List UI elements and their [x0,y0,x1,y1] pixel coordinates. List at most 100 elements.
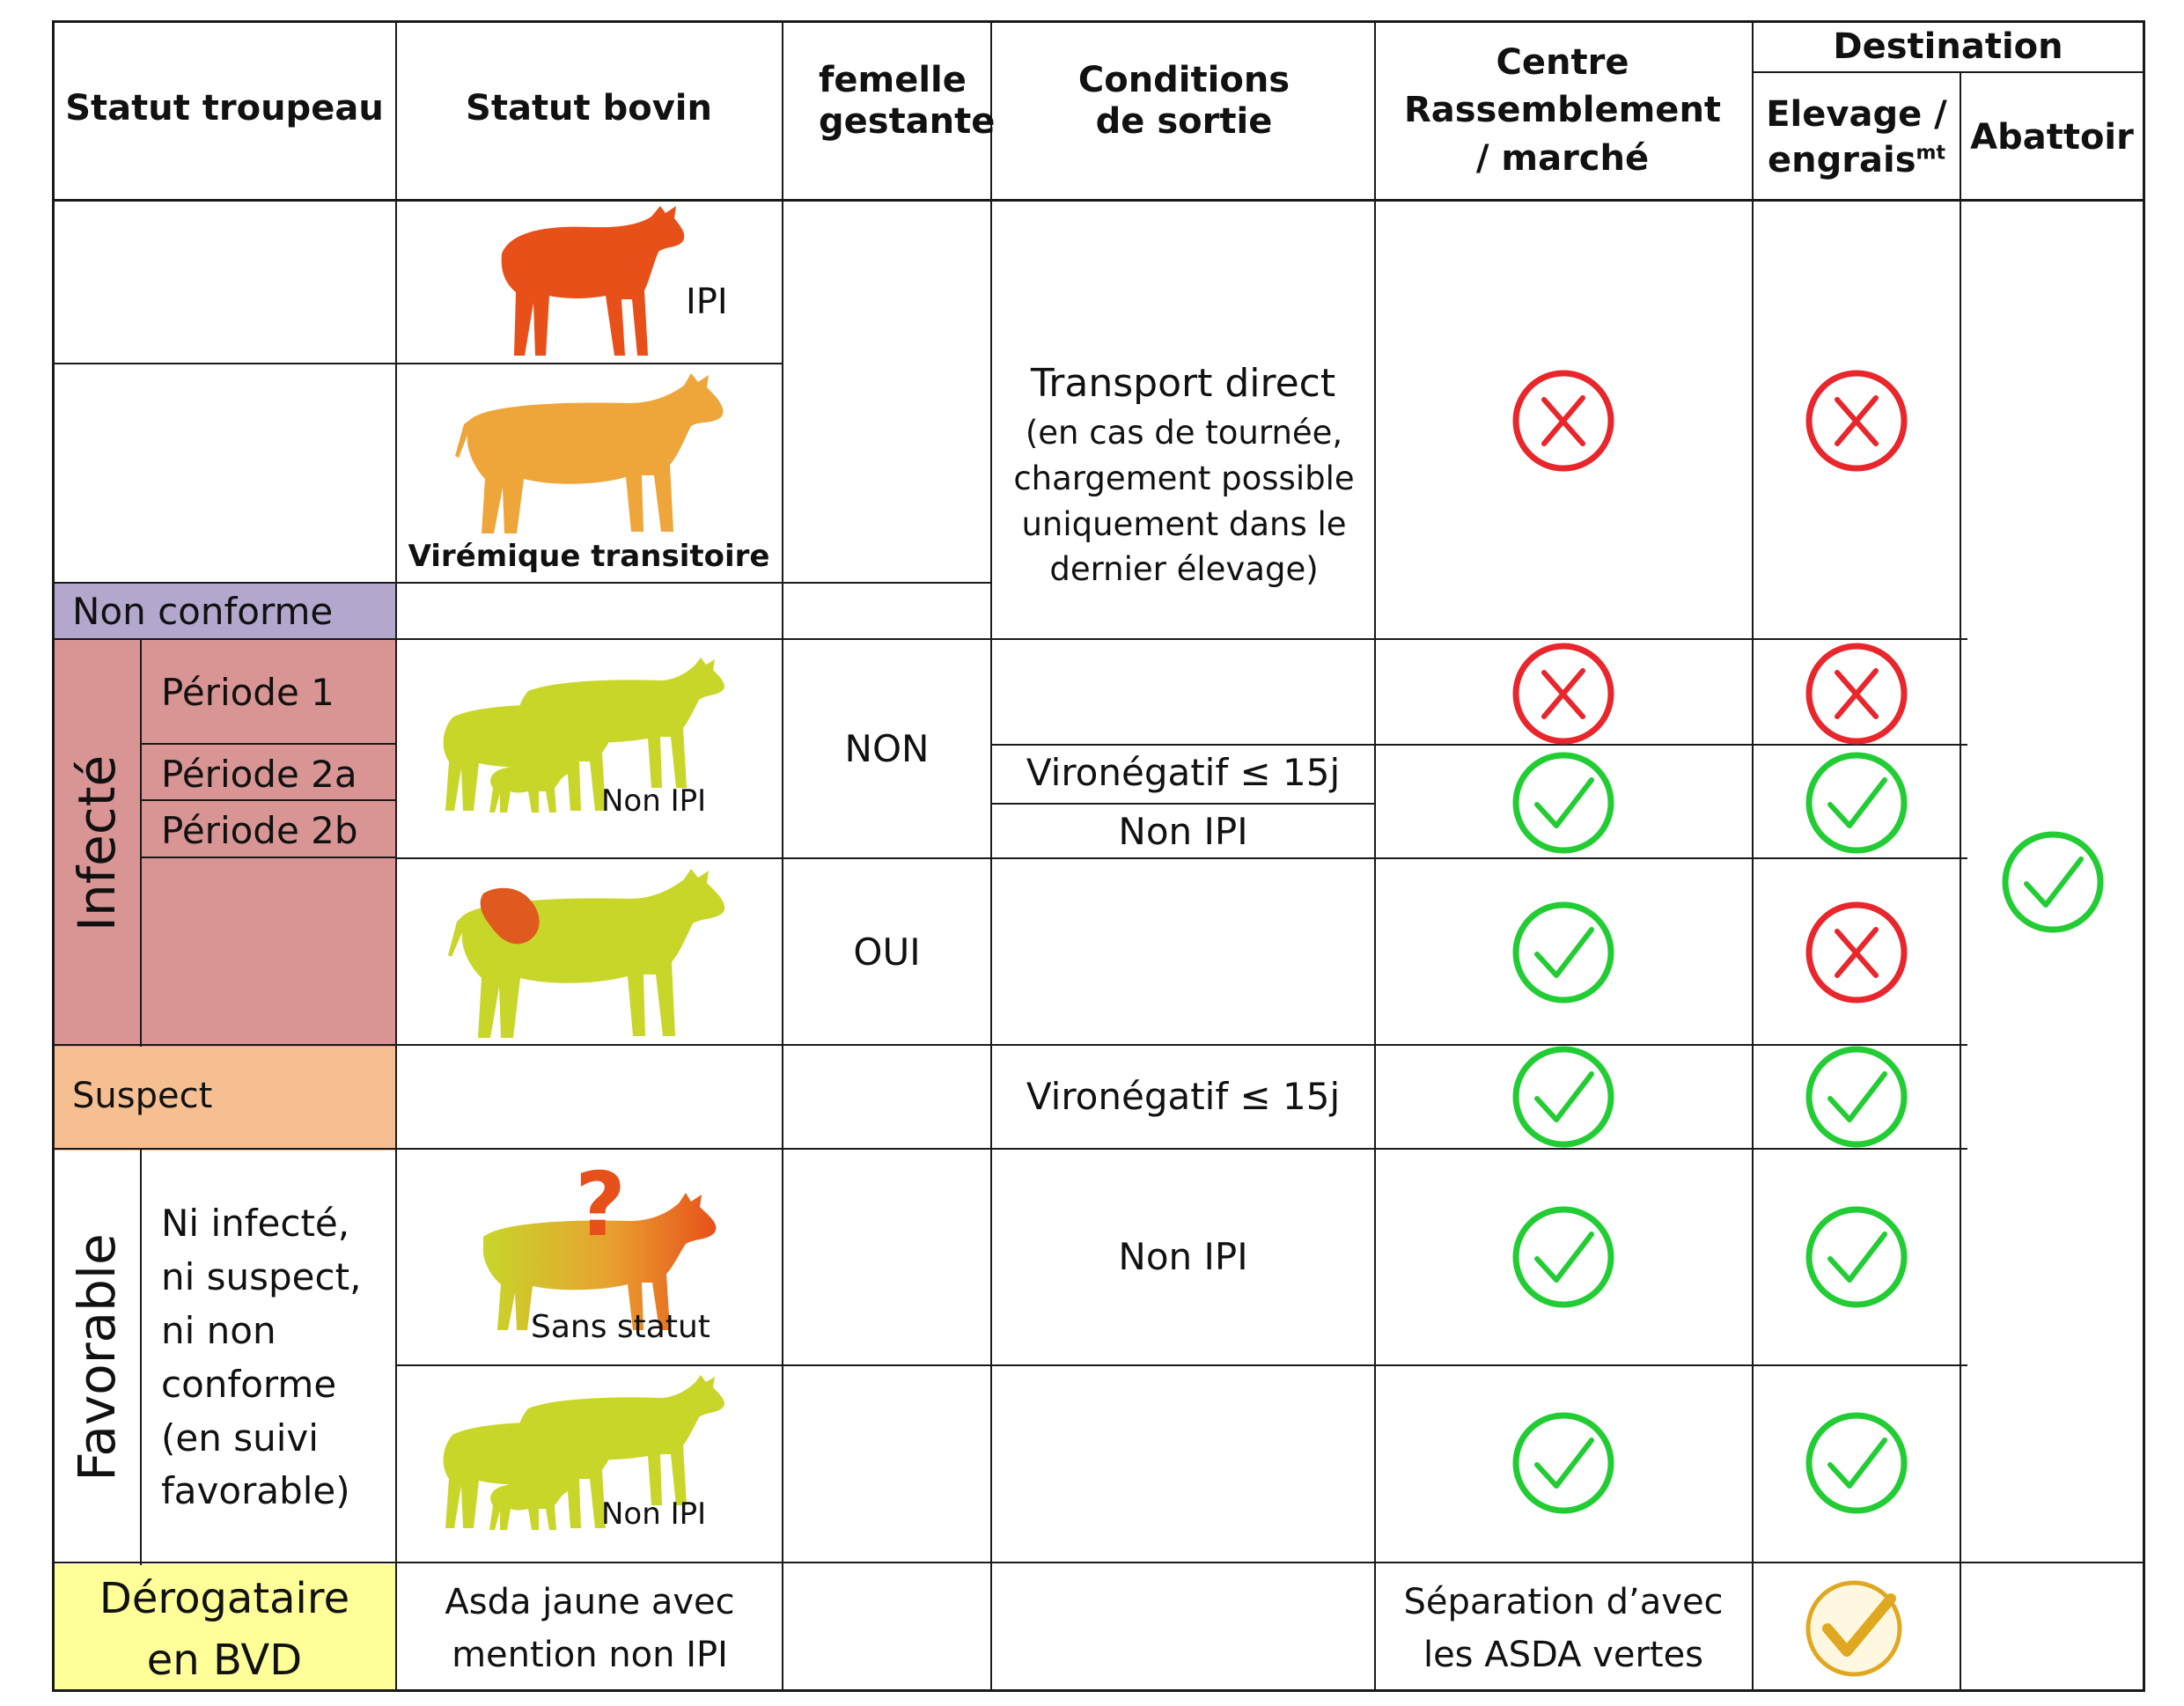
header-centre-rassemblement: Centre Rassemblement / marché [1403,42,1722,179]
bovin-viremique-label: Virémique transitoire [408,539,770,574]
gold-check-icon [1805,1580,1902,1677]
verdict-periode2-elevage [1805,752,1908,854]
grid-line [1960,72,1961,1691]
conditions-vironegatif-infecte: Vironégatif ≤ 15j [1026,751,1341,794]
header-abattoir: Abattoir [1970,117,2134,158]
troupeau-infecte: Infecté [66,754,127,932]
bovin-non-ipi-infecte-label: Non IPI [601,783,707,819]
verdict-ipi-viremique-elevage [1805,370,1908,472]
centre-separation: Séparation d’avec les ASDA vertes [1403,1582,1724,1675]
check-circle-icon [2002,831,2104,933]
header-elevage-sup: mt [1916,142,1945,165]
cow-herd-icon [443,658,724,813]
bovin-sans-statut-label: Sans statut [531,1309,710,1345]
verdict-suspect-centre [1512,1046,1614,1148]
grid-line [2143,21,2145,1691]
bovin-non-ipi-favorable-label: Non IPI [601,1496,707,1532]
check-circle-icon [1512,1412,1614,1514]
svg-text:?: ? [575,1166,626,1256]
question-cow-icon: ? [482,1166,717,1330]
check-circle-icon [1805,1206,1908,1308]
troupeau-suspect: Suspect [72,1076,213,1116]
header-statut-troupeau: Statut troupeau [65,88,384,129]
verdict-favorable-nonipi-elevage [1805,1412,1908,1514]
grid-line [395,857,1967,859]
troupeau-non-conforme: Non conforme [72,590,334,633]
conditions-non-ipi-favorable: Non IPI [1118,1235,1248,1278]
grid-line [52,1044,1967,1046]
suspect-cell [53,1047,396,1151]
troupeau-favorable-detail: Ni infecté, ni suspect, ni non conforme … [161,1202,362,1513]
grid-line [52,21,55,1691]
check-circle-icon [1512,901,1614,1004]
grid-line [140,1150,142,1565]
header-conditions-sortie: Conditions de sortie [1077,60,1291,143]
bovin-ipi-label: IPI [686,282,728,322]
grid-line [395,1364,1967,1366]
check-circle-icon [1805,1412,1908,1514]
pregnant-cow-icon [448,869,725,1038]
cow-herd-icon [443,1375,724,1530]
grid-line [140,743,396,745]
non-conforme-cell [53,584,396,640]
grid-line [52,199,2145,202]
verdict-favorable-nonipi-centre [1512,1412,1614,1514]
infecte-cell [53,640,396,1047]
verdict-periode2-centre [1512,752,1614,854]
verdict-derogataire-elevage [1805,1580,1902,1677]
conditions-transport-direct: Transport direct [1030,361,1336,406]
troupeau-periode-1: Période 1 [161,671,335,714]
grid-line [991,803,1375,805]
grid-line [1374,21,1376,1691]
cross-circle-icon [1805,901,1908,1004]
derogataire-cell [53,1564,396,1690]
grid-line [52,363,783,364]
grid-line [1752,21,1754,1691]
bovin-asda-jaune: Asda jaune avec mention non IPI [445,1582,735,1675]
troupeau-periode-2b: Période 2b [161,809,358,852]
troupeau-derogataire: Dérogataire en BVD [99,1574,350,1685]
grid-line [52,582,992,584]
cross-circle-icon [1805,643,1908,745]
grid-line [991,744,1967,746]
conditions-transport-note: (en cas de tournée, chargement possible … [1013,414,1355,589]
verdict-ipi-viremique-centre [1512,370,1614,472]
header-destination: Destination [1833,26,2063,67]
cross-circle-icon [1512,370,1614,472]
grid-line [52,20,2145,23]
verdict-periode1-elevage [1805,643,1908,745]
verdict-gestante-centre [1512,901,1614,1004]
verdict-sans-statut-elevage [1805,1206,1908,1308]
gestante-oui: OUI [853,930,921,974]
grid-line [782,21,783,1691]
grid-line [52,1689,2145,1692]
conditions-vironegatif-suspect: Vironégatif ≤ 15j [1026,1075,1341,1118]
conditions-non-ipi-2b: Non IPI [1118,810,1248,853]
check-circle-icon [1805,752,1908,854]
gestante-non: NON [844,727,930,770]
verdict-sans-statut-centre [1512,1206,1614,1308]
verdict-abattoir [2002,831,2104,933]
header-elevage: Elevage / engraismt [1754,92,1960,183]
check-circle-icon [1512,752,1614,854]
troupeau-periode-2a: Période 2a [161,753,357,796]
check-circle-icon [1805,1046,1908,1148]
check-circle-icon [1512,1206,1614,1308]
grid-line [990,21,992,1691]
grid-line [52,638,1967,640]
verdict-periode1-centre [1512,643,1614,745]
cross-circle-icon [1512,643,1614,745]
check-circle-icon [1512,1046,1614,1148]
grid-line [52,1562,2145,1563]
grid-line [140,857,396,858]
grid-line [140,799,396,801]
grid-line [52,1148,1967,1150]
grid-line [395,21,397,1691]
verdict-suspect-elevage [1805,1046,1908,1148]
header-statut-bovin: Statut bovin [466,88,712,129]
verdict-gestante-elevage [1805,901,1908,1004]
cow-silhouette-icon [455,373,724,533]
grid-line [140,640,142,1047]
calf-silhouette-icon [501,206,685,356]
